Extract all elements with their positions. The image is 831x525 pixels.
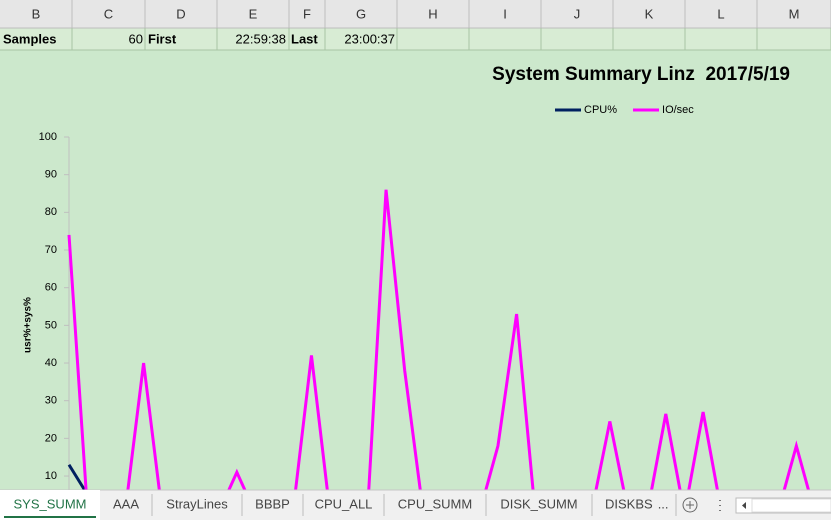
y-tick-label: 100	[39, 131, 57, 143]
sheet-tabs: SYS_SUMM AAA StrayLines BBBP CPU_ALL CPU_SUMM…	[0, 489, 831, 520]
y-axis-label: usr%+sys%	[23, 297, 34, 353]
sheet-tab[interactable]: DISK_SUMM	[500, 496, 577, 511]
cell: 60	[129, 31, 143, 46]
y-tick-label: 50	[45, 319, 57, 331]
scroll-thumb[interactable]	[751, 498, 831, 513]
sheet-tab[interactable]: StrayLines	[166, 496, 228, 511]
y-tick-label: 30	[45, 395, 57, 407]
y-tick-label: 80	[45, 206, 57, 218]
column-header: E	[249, 6, 258, 21]
y-tick-label: 20	[45, 432, 57, 444]
column-header: K	[645, 6, 654, 21]
y-tick-label: 70	[45, 244, 57, 256]
legend-label: CPU%	[584, 104, 617, 116]
cell: Last	[291, 31, 318, 46]
sheet-tab[interactable]: SYS_SUMM	[14, 496, 87, 511]
column-header: J	[574, 6, 581, 21]
sheet-tab[interactable]: AAA	[113, 496, 139, 511]
y-tick-label: 60	[45, 282, 57, 294]
column-header-bar	[0, 0, 831, 28]
column-header: G	[356, 6, 366, 21]
scroll-left[interactable]	[742, 502, 746, 509]
column-header: L	[717, 6, 724, 21]
sheet-tab[interactable]: CPU_ALL	[315, 496, 373, 511]
column-header: I	[503, 6, 507, 21]
legend-label: IO/sec	[662, 104, 694, 116]
sheet-tab[interactable]: CPU_SUMM	[398, 496, 472, 511]
cell: First	[148, 31, 177, 46]
cell: 22:59:38	[235, 31, 286, 46]
cell: 23:00:37	[344, 31, 395, 46]
add-sheet-button[interactable]	[682, 497, 698, 513]
cell: Samples	[3, 31, 56, 46]
tab-overflow[interactable]: ...	[658, 496, 669, 511]
y-tick-label: 90	[45, 169, 57, 181]
column-header: D	[176, 6, 185, 21]
column-header: M	[789, 6, 800, 21]
sheet-grid: B C D E F G H I J K L M Samples 60 First 22:59:38 Last 23…	[0, 0, 831, 51]
y-tick-label: 10	[45, 470, 57, 482]
tab-active[interactable]	[0, 490, 100, 520]
sheet-tab[interactable]: DISKBS	[605, 496, 653, 511]
column-header: F	[303, 6, 311, 21]
sheet-tab[interactable]: BBBP	[255, 496, 290, 511]
y-tick-label: 40	[45, 357, 57, 369]
column-header: B	[32, 6, 41, 21]
column-header: H	[428, 6, 437, 21]
add-sheet-icon	[686, 501, 694, 509]
chart-title: System Summary Linz 2017/5/19	[492, 64, 790, 85]
column-header: C	[104, 6, 113, 21]
row-2	[0, 28, 831, 50]
